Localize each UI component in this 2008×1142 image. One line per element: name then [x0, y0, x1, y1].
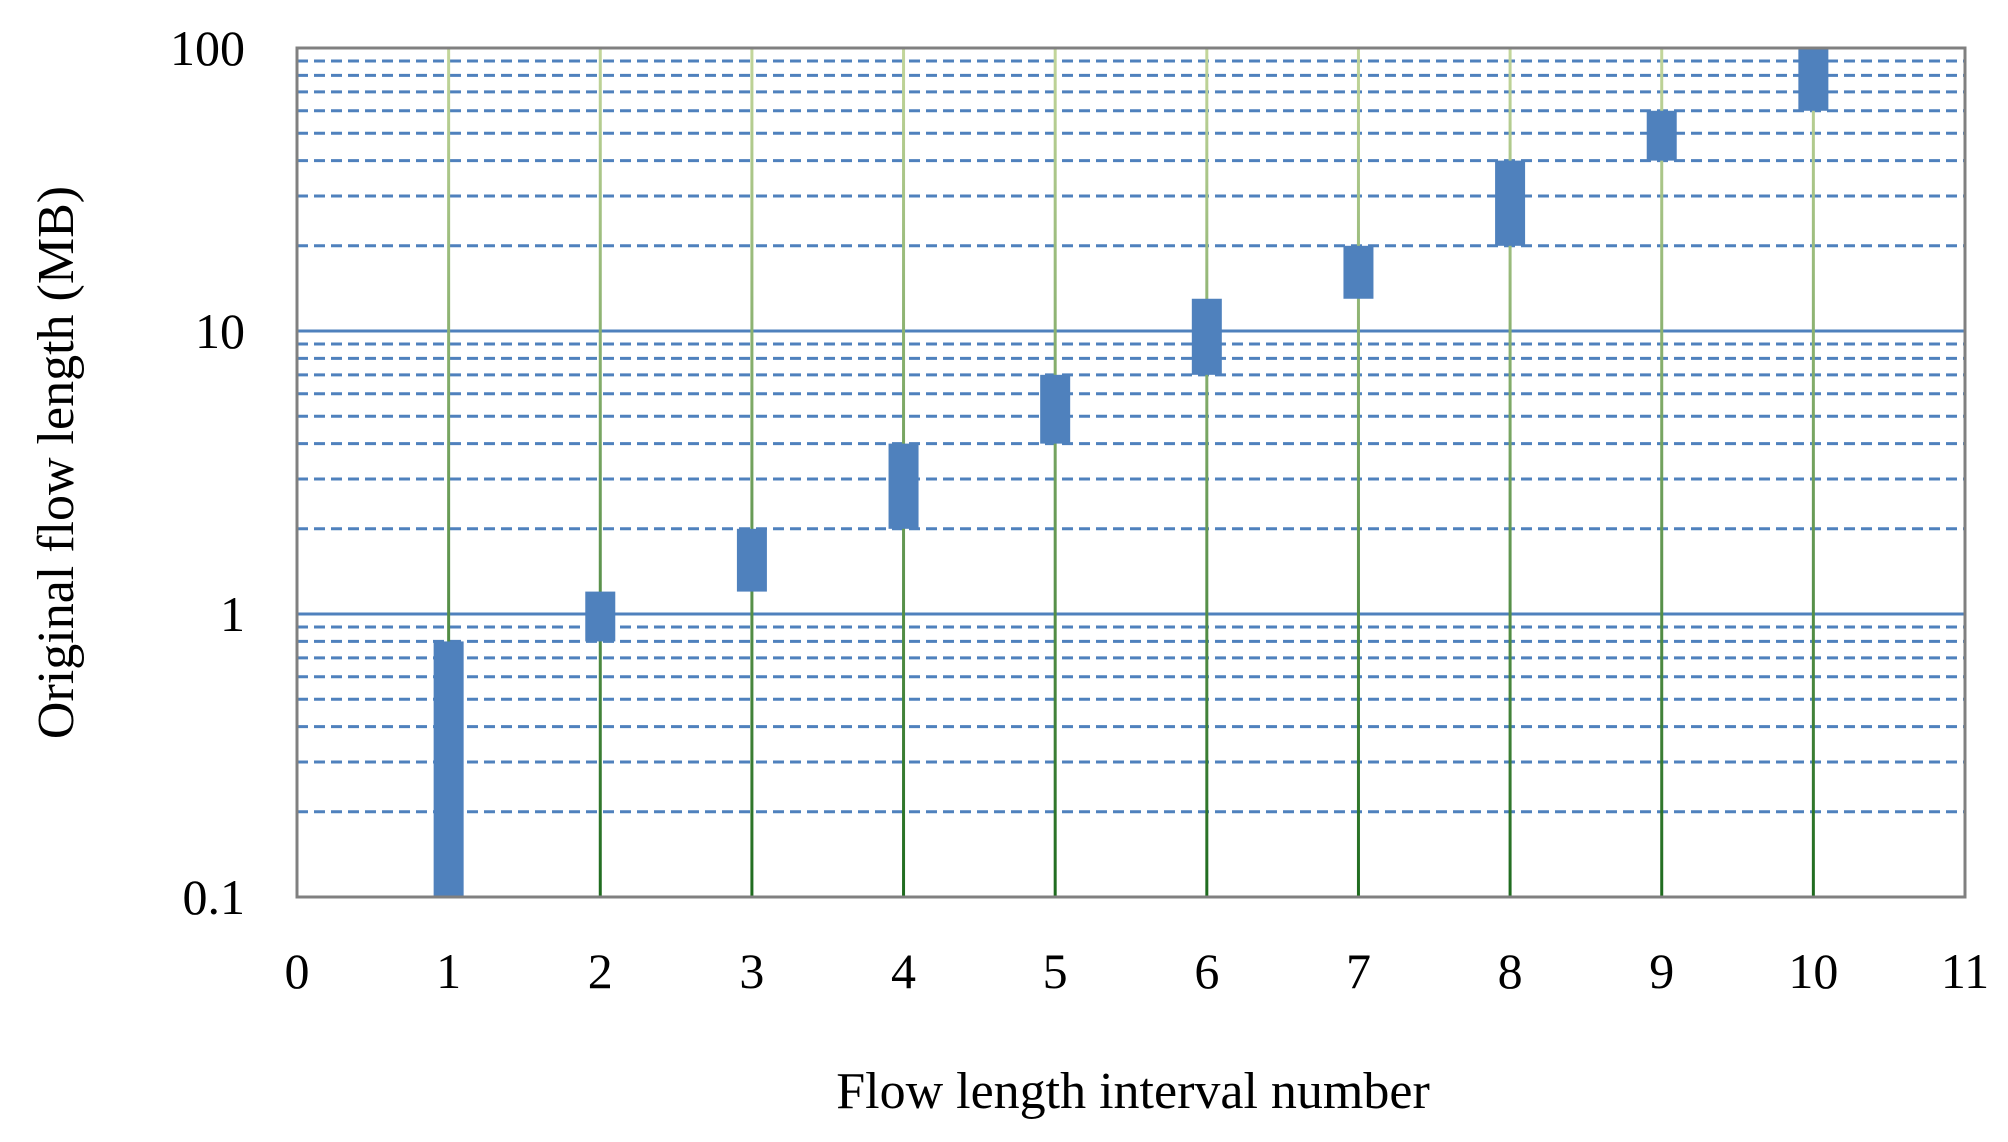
range-bar-4 — [888, 443, 919, 529]
y-tick-label: 10 — [195, 303, 245, 359]
x-tick-label: 3 — [739, 943, 764, 999]
vertical-gridline — [1660, 48, 1664, 897]
x-tick-label: 2 — [588, 943, 613, 999]
x-tick-label: 10 — [1788, 943, 1838, 999]
y-tick-label: 100 — [170, 20, 245, 76]
plot-frame — [295, 46, 1967, 899]
range-bars — [433, 48, 1829, 897]
range-bar-3 — [736, 528, 767, 592]
y-axis-title: Original flow length (MB) — [28, 186, 85, 739]
x-tick-label: 0 — [285, 943, 310, 999]
x-tick-label: 9 — [1649, 943, 1674, 999]
x-tick-label: 5 — [1043, 943, 1068, 999]
vertical-gridline — [1508, 48, 1512, 897]
vertical-gridline — [1205, 48, 1209, 897]
x-axis-title: Flow length interval number — [836, 1063, 1430, 1120]
range-bar-1 — [433, 641, 464, 897]
range-bar-9 — [1646, 110, 1677, 161]
vertical-gridline — [1356, 48, 1360, 897]
x-tick-label: 4 — [891, 943, 916, 999]
range-bar-2 — [585, 591, 616, 642]
range-bar-5 — [1040, 374, 1071, 444]
y-tick-labels: 0.1 1 10 100 — [170, 20, 245, 925]
x-tick-label: 11 — [1941, 943, 1989, 999]
y-tick-label: 1 — [220, 586, 245, 642]
x-tick-labels: 0 1 2 3 4 5 6 7 8 9 10 11 — [285, 943, 1990, 999]
x-tick-label: 6 — [1194, 943, 1219, 999]
range-bar-10 — [1798, 48, 1829, 111]
vertical-gridline — [1811, 48, 1815, 897]
range-bar-8 — [1495, 160, 1526, 246]
x-tick-label: 1 — [436, 943, 461, 999]
range-bar-6 — [1191, 298, 1222, 375]
vertical-gridline — [1053, 48, 1057, 897]
major-gridlines — [297, 329, 1965, 616]
vertical-gridline — [750, 48, 754, 897]
range-bar-7 — [1343, 245, 1374, 299]
x-tick-label: 8 — [1498, 943, 1523, 999]
vertical-gridline — [598, 48, 602, 897]
minor-gridlines — [297, 59, 1965, 814]
y-tick-label: 0.1 — [183, 869, 246, 925]
x-tick-label: 7 — [1346, 943, 1371, 999]
vertical-gridlines — [447, 48, 1967, 897]
vertical-gridline — [447, 48, 451, 897]
